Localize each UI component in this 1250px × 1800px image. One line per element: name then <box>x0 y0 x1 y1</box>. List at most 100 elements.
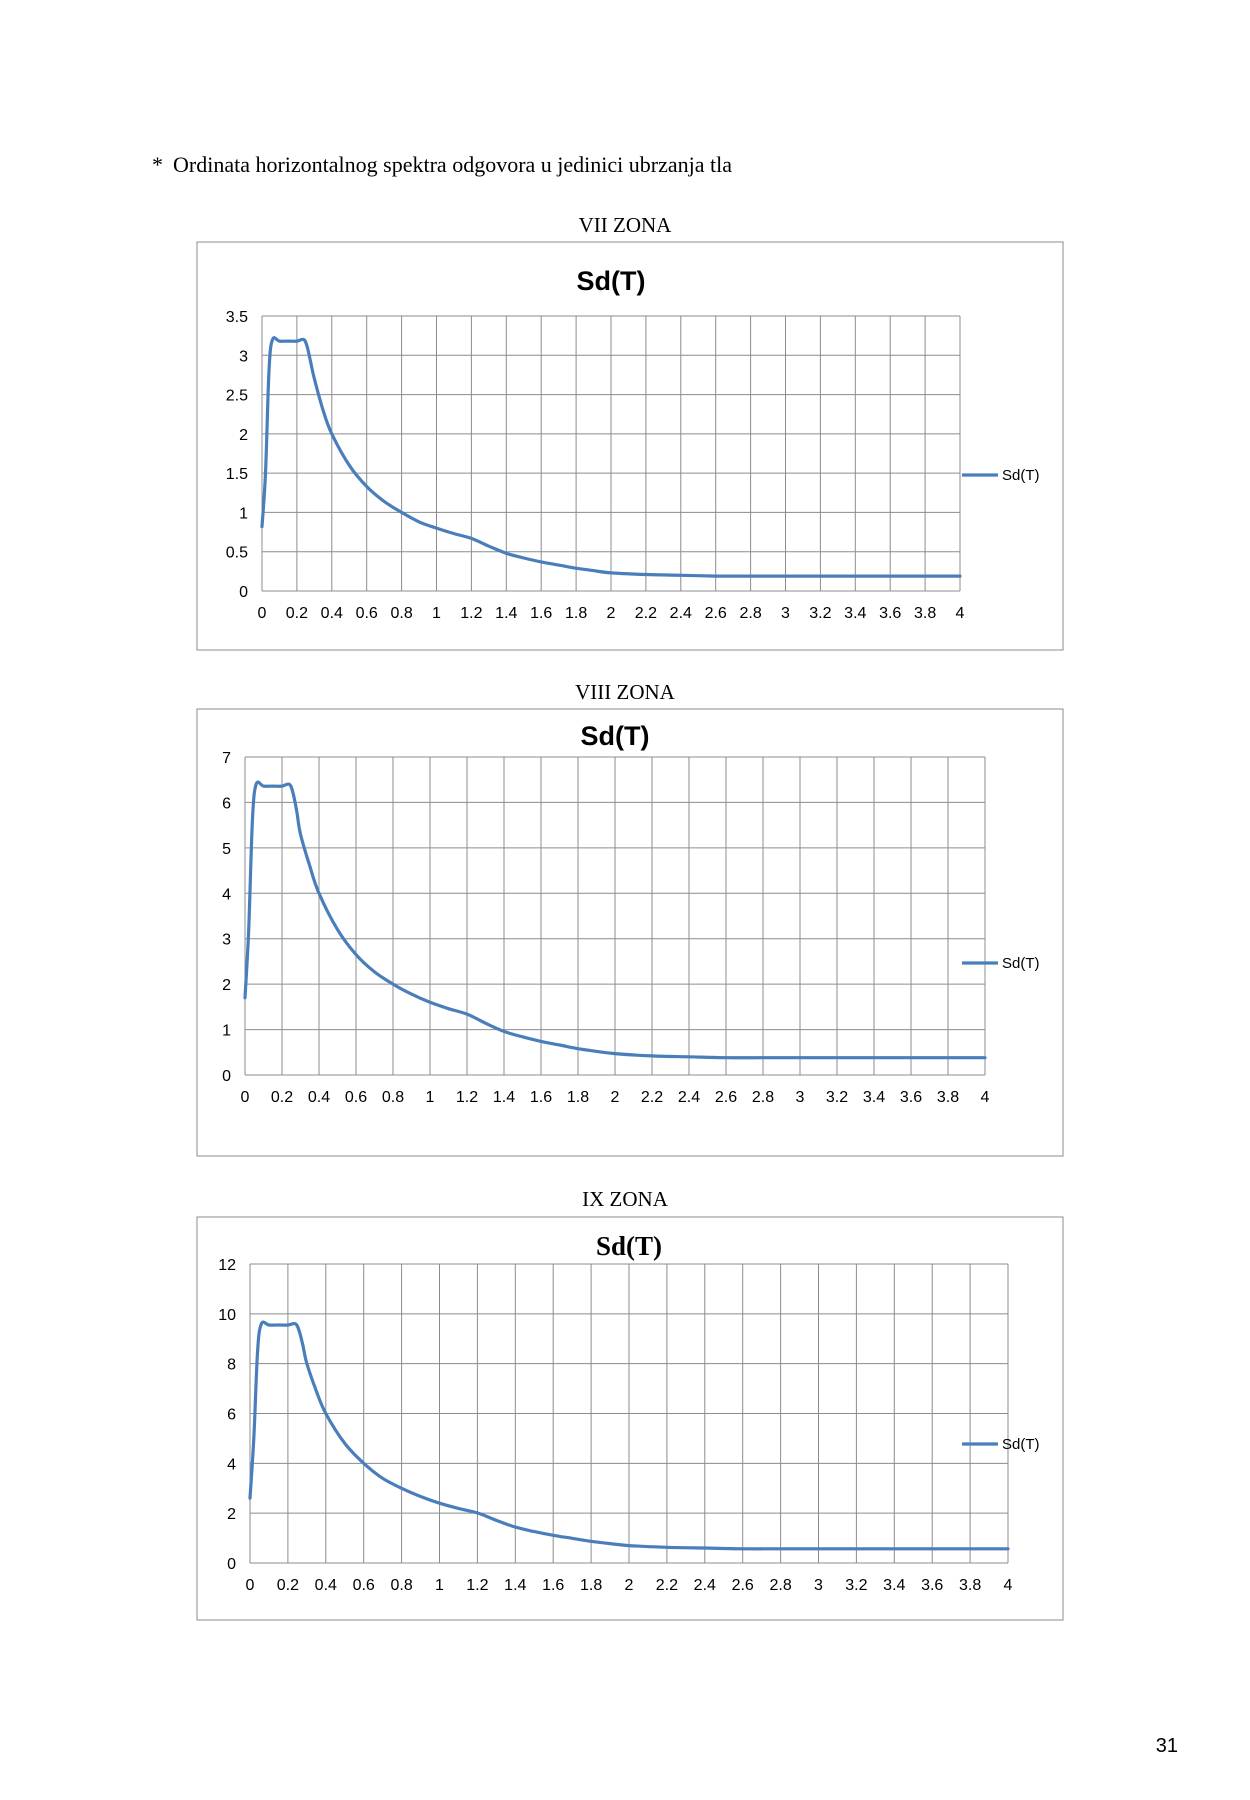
y-tick-label: 3 <box>239 348 248 365</box>
x-tick-label: 4 <box>956 605 965 622</box>
x-tick-label: 2.8 <box>752 1089 774 1106</box>
x-tick-label: 1 <box>426 1089 435 1106</box>
y-tick-label: 6 <box>222 795 231 812</box>
x-tick-label: 0.8 <box>390 605 412 622</box>
legend-label: Sd(T) <box>1002 955 1040 972</box>
y-tick-label: 1 <box>239 505 248 522</box>
x-tick-label: 2 <box>607 605 616 622</box>
y-tick-label: 2.5 <box>226 388 248 405</box>
y-tick-label: 4 <box>222 886 231 903</box>
y-tick-label: 2 <box>227 1506 236 1523</box>
y-tick-label: 2 <box>222 977 231 994</box>
x-tick-label: 0.8 <box>390 1577 412 1594</box>
x-tick-label: 3.6 <box>900 1089 922 1106</box>
x-tick-label: 2.2 <box>656 1577 678 1594</box>
series-line <box>243 780 987 1060</box>
x-tick-label: 2.8 <box>739 605 761 622</box>
x-tick-label: 1.6 <box>542 1577 564 1594</box>
x-tick-label: 2.6 <box>705 605 727 622</box>
x-tick-label: 3.2 <box>826 1089 848 1106</box>
x-tick-label: 2.4 <box>694 1577 716 1594</box>
y-tick-label: 7 <box>222 750 231 767</box>
chart-title: Sd(T) <box>596 1231 662 1261</box>
x-tick-label: 2 <box>611 1089 620 1106</box>
y-tick-label: 2 <box>239 427 248 444</box>
y-tick-label: 0 <box>227 1556 236 1573</box>
x-tick-label: 3.8 <box>914 605 936 622</box>
page-number: 31 <box>1155 1735 1178 1757</box>
x-tick-label: 1 <box>432 605 441 622</box>
y-tick-label: 6 <box>227 1407 236 1424</box>
x-tick-label: 0.6 <box>345 1089 367 1106</box>
x-tick-label: 3.8 <box>959 1577 981 1594</box>
heading-bullet: * <box>152 152 163 177</box>
x-tick-label: 1.8 <box>567 1089 589 1106</box>
chart-vii: Sd(T) 0 0.2 0.4 0.6 0.8 1 1.2 1.4 1.6 1.8 2 2.2 2.4 2.… <box>196 241 1064 651</box>
x-tick-label: 1.2 <box>456 1089 478 1106</box>
x-tick-label: 3.6 <box>921 1577 943 1594</box>
legend-label: Sd(T) <box>1002 467 1040 484</box>
x-tick-label: 3.6 <box>879 605 901 622</box>
x-tick-label: 1.6 <box>530 1089 552 1106</box>
x-tick-label: 2 <box>625 1577 634 1594</box>
x-tick-label: 2.6 <box>732 1577 754 1594</box>
x-tick-label: 3 <box>796 1089 805 1106</box>
x-tick-label: 1.8 <box>565 605 587 622</box>
x-tick-label: 3.4 <box>883 1577 905 1594</box>
x-tick-label: 3.2 <box>809 605 831 622</box>
x-tick-label: 1.2 <box>466 1577 488 1594</box>
x-tick-label: 0.2 <box>277 1577 299 1594</box>
zone-label-viii: VIII ZONA <box>575 680 675 704</box>
y-tick-label: 0 <box>239 584 248 601</box>
x-tick-label: 1.4 <box>504 1577 526 1594</box>
x-tick-label: 4 <box>1004 1577 1013 1594</box>
x-tick-label: 3 <box>781 605 790 622</box>
y-tick-label: 0.5 <box>226 545 248 562</box>
zone-label-ix: IX ZONA <box>582 1187 668 1211</box>
x-tick-label: 0 <box>241 1089 250 1106</box>
x-tick-label: 0 <box>258 605 267 622</box>
chart-frame <box>196 241 1064 651</box>
x-tick-label: 0.8 <box>382 1089 404 1106</box>
y-tick-label: 0 <box>222 1068 231 1085</box>
y-tick-label: 12 <box>218 1257 236 1274</box>
x-tick-label: 3.2 <box>845 1577 867 1594</box>
y-tick-label: 3.5 <box>226 309 248 326</box>
x-tick-label: 2.8 <box>769 1577 791 1594</box>
x-tick-label: 1.4 <box>493 1089 515 1106</box>
chart-ix: Sd(T) 0 0.2 0.4 0.6 0.8 1 1.2 1.4 1.6 1.8 2 2.2 2.4 2.… <box>196 1216 1064 1621</box>
x-tick-label: 1.8 <box>580 1577 602 1594</box>
y-tick-label: 1.5 <box>226 466 248 483</box>
series-line <box>260 336 962 578</box>
y-tick-label: 8 <box>227 1357 236 1374</box>
chart-title: Sd(T) <box>581 721 650 751</box>
x-tick-label: 2.4 <box>678 1089 700 1106</box>
x-tick-label: 2.6 <box>715 1089 737 1106</box>
zone-label-vii: VII ZONA <box>578 213 672 237</box>
x-tick-label: 1 <box>435 1577 444 1594</box>
heading-text: Ordinata horizontalnog spektra odgovora … <box>173 152 732 177</box>
y-tick-label: 5 <box>222 841 231 858</box>
chart-frame <box>196 1216 1064 1621</box>
legend-label: Sd(T) <box>1002 1436 1040 1453</box>
chart-viii: Sd(T) 0 0.2 0.4 0.6 0.8 1 1.2 1.4 1.6 1.8 2 2.2 2.4 2.… <box>196 708 1064 1157</box>
x-tick-label: 3.4 <box>863 1089 885 1106</box>
x-tick-label: 0.6 <box>353 1577 375 1594</box>
chart-frame <box>196 708 1064 1157</box>
x-tick-label: 1.2 <box>460 605 482 622</box>
x-tick-label: 0.6 <box>356 605 378 622</box>
x-tick-label: 2.2 <box>641 1089 663 1106</box>
x-tick-label: 2.2 <box>635 605 657 622</box>
x-tick-label: 2.4 <box>670 605 692 622</box>
y-tick-label: 10 <box>218 1307 236 1324</box>
series-line <box>248 1320 1010 1551</box>
x-tick-label: 1.4 <box>495 605 517 622</box>
x-tick-label: 3.8 <box>937 1089 959 1106</box>
x-tick-label: 0.4 <box>321 605 343 622</box>
x-tick-label: 0.2 <box>286 605 308 622</box>
x-tick-label: 0.4 <box>308 1089 330 1106</box>
page-heading: * Ordinata horizontalnog spektra odgovora… <box>152 152 732 178</box>
x-tick-label: 1.6 <box>530 605 552 622</box>
x-tick-label: 0 <box>246 1577 255 1594</box>
